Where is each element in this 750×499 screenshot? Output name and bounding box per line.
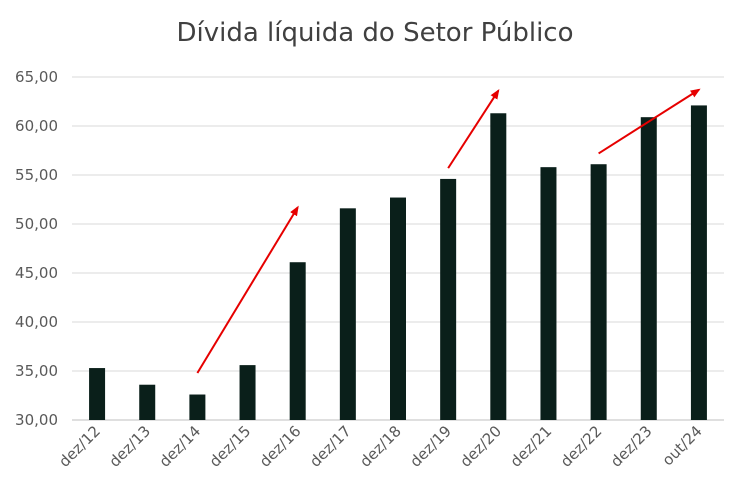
x-tick-label: dez/21 bbox=[507, 422, 556, 471]
x-tick-label: dez/19 bbox=[406, 422, 455, 471]
trend-arrow-2 bbox=[447, 89, 500, 169]
bar-dez-21 bbox=[540, 167, 557, 420]
bar-dez-19 bbox=[440, 178, 457, 420]
bar-dez-22 bbox=[590, 164, 607, 420]
x-tick-label: dez/14 bbox=[156, 422, 205, 471]
bar-dez-17 bbox=[339, 208, 356, 420]
x-tick-label: dez/16 bbox=[256, 422, 305, 471]
x-tick-label: dez/13 bbox=[105, 422, 154, 471]
bar-dez-16 bbox=[289, 262, 306, 420]
x-tick-label: dez/23 bbox=[607, 422, 656, 471]
y-tick-label: 55,00 bbox=[15, 166, 58, 184]
x-tick-label: dez/15 bbox=[206, 422, 255, 471]
x-tick-label: dez/20 bbox=[457, 422, 506, 471]
y-tick-label: 45,00 bbox=[15, 264, 58, 282]
bar-dez-18 bbox=[390, 197, 406, 420]
bar-dez-15 bbox=[239, 365, 256, 420]
bar-dez-23 bbox=[640, 117, 657, 421]
x-tick-label: dez/17 bbox=[306, 422, 355, 471]
y-tick-label: 35,00 bbox=[15, 362, 58, 380]
y-tick-label: 65,00 bbox=[15, 68, 58, 86]
trend-arrow-1 bbox=[196, 205, 299, 374]
chart-title: Dívida líquida do Setor Público bbox=[176, 18, 574, 48]
x-tick-label: dez/18 bbox=[356, 422, 405, 471]
bar-dez-13 bbox=[139, 384, 156, 420]
trend-arrow-3 bbox=[598, 88, 701, 155]
y-tick-label: 40,00 bbox=[15, 313, 58, 331]
bar-dez-20 bbox=[490, 113, 507, 420]
bar-dez-12 bbox=[89, 368, 106, 420]
y-tick-label: 30,00 bbox=[15, 411, 58, 429]
x-tick-label: dez/22 bbox=[557, 422, 606, 471]
y-tick-label: 60,00 bbox=[15, 117, 58, 135]
x-tick-label: out/24 bbox=[659, 422, 706, 469]
y-tick-label: 50,00 bbox=[15, 215, 58, 233]
bar-dez-14 bbox=[189, 394, 206, 420]
bar-out-24 bbox=[690, 105, 707, 421]
x-tick-label: dez/12 bbox=[55, 422, 104, 471]
